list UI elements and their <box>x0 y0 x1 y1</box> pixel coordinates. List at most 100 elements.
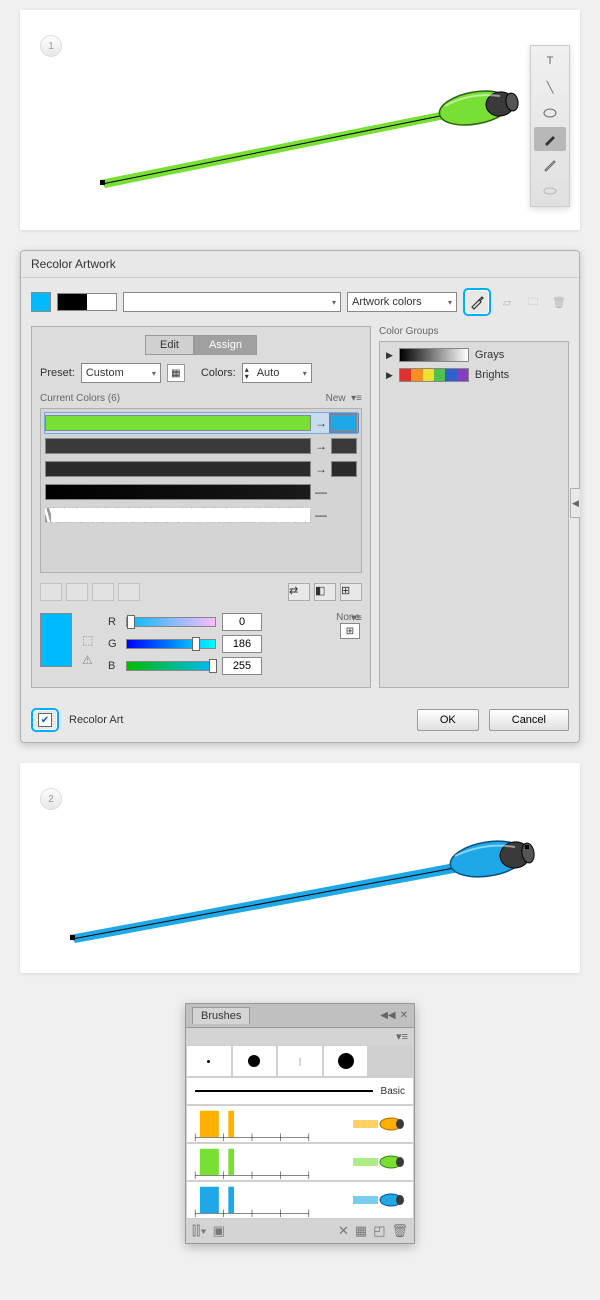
save-group-icon[interactable]: 🗀 <box>523 292 543 312</box>
brush-cell[interactable]: | <box>277 1045 323 1077</box>
color-group-grays[interactable]: ▶ Grays <box>386 348 562 362</box>
randomize-order-icon[interactable]: ⇄ <box>288 583 310 601</box>
eyedropper-highlight <box>463 288 491 316</box>
delete-brush-icon[interactable]: 🗑 <box>391 1223 408 1239</box>
recolor-art-label: Recolor Art <box>69 714 123 726</box>
step-badge-1: 1 <box>40 35 62 57</box>
get-colors-eyedropper-icon[interactable] <box>467 292 487 312</box>
r-label: R <box>108 616 120 628</box>
color-row[interactable]: — <box>45 505 357 525</box>
new-brush-icon[interactable]: ◰ <box>373 1223 385 1239</box>
map-arrow-icon[interactable]: → <box>315 416 327 430</box>
expand-panel-icon[interactable]: ◀ <box>570 488 580 518</box>
r-slider[interactable] <box>126 617 216 627</box>
panel-menu-icon[interactable]: ▾≡ <box>396 1030 408 1043</box>
expand-arrow-icon[interactable]: ▶ <box>386 350 393 361</box>
r-input[interactable] <box>222 613 262 631</box>
color-group-brights[interactable]: ▶ Brights <box>386 368 562 382</box>
color-harmony-dropdown[interactable] <box>123 292 341 312</box>
brushes-tab[interactable]: Brushes <box>192 1007 250 1024</box>
exclude-icon[interactable] <box>92 583 114 601</box>
no-map-icon[interactable]: — <box>315 508 327 522</box>
library-to-icon[interactable]: ▣ <box>213 1223 225 1239</box>
new-color-group-icon[interactable]: ▱ <box>497 292 517 312</box>
color-row[interactable]: → <box>45 436 357 456</box>
recolor-art-checkbox[interactable]: ✔ <box>38 713 52 727</box>
find-color-icon[interactable]: ⊞ <box>340 583 362 601</box>
dialog-title: Recolor Artwork <box>21 251 579 278</box>
panel-step-1: 1 T ╲ <box>20 10 580 230</box>
b-slider[interactable] <box>126 661 216 671</box>
artwork-colors-label: Artwork colors <box>352 296 422 308</box>
g-input[interactable] <box>222 635 262 653</box>
grays-swatch <box>399 348 469 362</box>
color-row[interactable]: → <box>45 459 357 479</box>
collapse-icon[interactable]: ◀◀ <box>380 1010 395 1021</box>
tool-strip: T ╲ <box>530 45 570 207</box>
preset-label: Preset: <box>40 367 75 379</box>
color-row[interactable]: → <box>45 413 357 433</box>
basic-brush-row[interactable]: Basic <box>186 1077 414 1105</box>
brush-cell[interactable] <box>186 1045 232 1077</box>
no-map-icon[interactable]: — <box>315 485 327 499</box>
tab-edit[interactable]: Edit <box>145 335 194 355</box>
artwork-colors-dropdown[interactable]: Artwork colors <box>347 292 457 312</box>
expand-arrow-icon[interactable]: ▶ <box>386 370 393 381</box>
brush-cell[interactable] <box>323 1045 369 1077</box>
delete-group-icon[interactable]: 🗑 <box>549 292 569 312</box>
libraries-menu-icon[interactable]: ⫿⫿▾ <box>192 1223 207 1239</box>
color-groups-label: Color Groups <box>379 326 569 337</box>
g-label: G <box>108 638 120 650</box>
new-row-icon[interactable] <box>118 583 140 601</box>
preset-options-icon[interactable]: ▦ <box>167 364 185 382</box>
brush-green-marker[interactable] <box>186 1143 414 1181</box>
tab-assign[interactable]: Assign <box>194 335 257 355</box>
randomize-sat-icon[interactable]: ◧ <box>314 583 336 601</box>
warning-icon: ⚠ <box>82 653 98 667</box>
blob-brush-tool-icon[interactable] <box>534 179 566 203</box>
type-tool-icon[interactable]: T <box>534 49 566 73</box>
preset-dropdown[interactable]: Custom <box>81 363 161 383</box>
none-swatch-icon[interactable]: ⊞ <box>340 623 360 639</box>
brights-swatch <box>399 368 469 382</box>
separate-icon[interactable] <box>66 583 88 601</box>
panel-step-2: 2 <box>20 763 580 973</box>
colors-label: Colors: <box>201 367 236 379</box>
recolor-artwork-dialog: Recolor Artwork Artwork colors ▱ 🗀 🗑 Edi… <box>20 250 580 743</box>
options-icon[interactable]: ▦ <box>355 1223 367 1239</box>
b-label: B <box>108 660 120 672</box>
line-tool-icon[interactable]: ╲ <box>534 75 566 99</box>
pencil-tool-icon[interactable] <box>534 153 566 177</box>
current-colors-label: Current Colors (6) <box>40 393 120 404</box>
brush-cell[interactable] <box>368 1045 414 1077</box>
gradient-swatch[interactable] <box>57 293 117 311</box>
merge-icon[interactable] <box>40 583 62 601</box>
group-label: Brights <box>475 369 509 381</box>
colors-count-dropdown[interactable]: Auto▴▾ <box>242 363 312 383</box>
link-icon[interactable]: ⬚ <box>82 633 98 647</box>
remove-stroke-icon[interactable]: ✕ <box>338 1223 349 1239</box>
b-input[interactable] <box>222 657 262 675</box>
preset-value: Custom <box>86 367 124 379</box>
basic-label: Basic <box>381 1086 405 1097</box>
blue-marker-illustration <box>70 823 530 943</box>
g-slider[interactable] <box>126 639 216 649</box>
ok-button[interactable]: OK <box>417 709 479 731</box>
rgb-swatch <box>40 613 72 667</box>
brush-orange-marker[interactable] <box>186 1105 414 1143</box>
active-color-swatch[interactable] <box>31 292 51 312</box>
none-label: None <box>336 612 360 623</box>
color-row[interactable]: — <box>45 482 357 502</box>
color-list: → → → — — <box>40 408 362 573</box>
ellipse-tool-icon[interactable] <box>534 101 566 125</box>
brush-blue-marker[interactable] <box>186 1181 414 1219</box>
map-arrow-icon[interactable]: → <box>315 439 327 453</box>
paintbrush-tool-icon[interactable] <box>534 127 566 151</box>
group-label: Grays <box>475 349 504 361</box>
brushes-panel: Brushes ◀◀ ✕ ▾≡ | Basic <box>185 1003 415 1244</box>
brush-cell[interactable] <box>232 1045 278 1077</box>
map-arrow-icon[interactable]: → <box>315 462 327 476</box>
green-marker-illustration <box>100 70 520 190</box>
close-panel-icon[interactable]: ✕ <box>400 1010 408 1021</box>
cancel-button[interactable]: Cancel <box>489 709 569 731</box>
